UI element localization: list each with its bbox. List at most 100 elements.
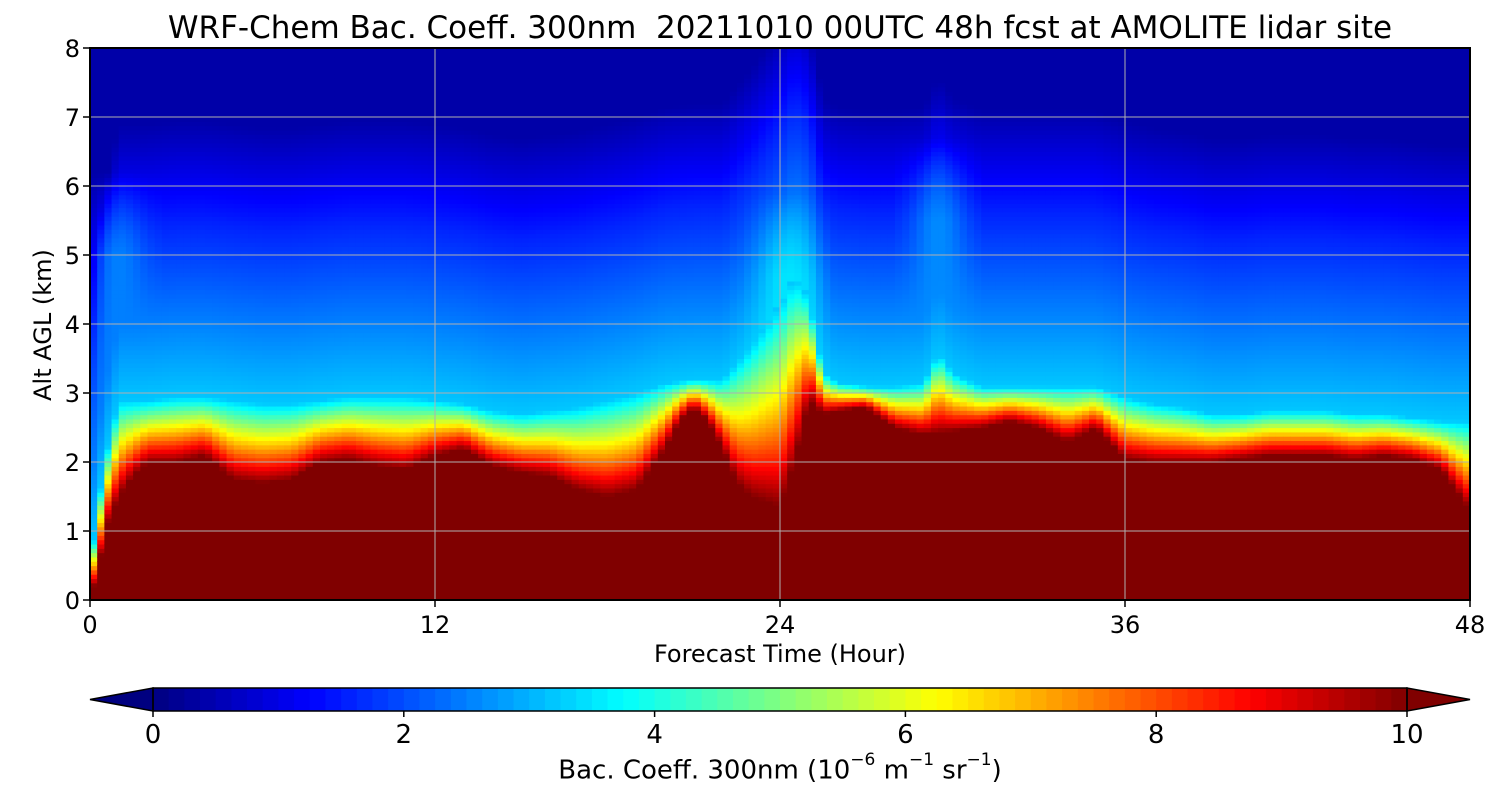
heatmap-cell <box>226 561 235 567</box>
heatmap-cell <box>197 173 206 178</box>
heatmap-cell <box>190 436 199 442</box>
heatmap-cell <box>276 168 285 174</box>
heatmap-cell <box>320 224 328 230</box>
heatmap-cell <box>363 186 371 191</box>
heatmap-cell <box>233 556 242 562</box>
heatmap-cell <box>240 224 249 230</box>
heatmap-cell <box>212 418 220 424</box>
heatmap-cell <box>161 285 170 291</box>
heatmap-cell <box>269 513 278 519</box>
heatmap-cell <box>341 99 350 105</box>
heatmap-cell <box>348 229 357 235</box>
heatmap-cell <box>312 496 321 502</box>
heatmap-cell <box>125 418 134 424</box>
heatmap-cell <box>291 474 300 480</box>
heatmap-cell <box>363 324 371 329</box>
heatmap-cell <box>341 543 350 549</box>
heatmap-cell <box>90 69 98 75</box>
heatmap-cell <box>233 298 242 304</box>
heatmap-cell <box>269 492 278 498</box>
heatmap-cell <box>226 539 235 545</box>
heatmap-cell <box>161 255 170 260</box>
heatmap-cell <box>305 375 314 381</box>
heatmap-cell <box>240 591 249 597</box>
heatmap-cell <box>140 595 149 600</box>
heatmap-cell <box>212 203 220 209</box>
heatmap-cell <box>226 578 235 584</box>
heatmap-cell <box>305 483 314 489</box>
heatmap-cell <box>219 289 228 295</box>
heatmap-cell <box>298 250 307 256</box>
heatmap-cell <box>169 220 177 226</box>
heatmap-cell <box>226 242 235 247</box>
heatmap-cell <box>140 397 149 403</box>
heatmap-cell <box>205 431 213 437</box>
heatmap-cell <box>176 565 185 571</box>
heatmap-cell <box>348 513 357 519</box>
heatmap-cell <box>312 354 321 360</box>
heatmap-cell <box>104 289 113 295</box>
heatmap-cell <box>197 186 206 191</box>
heatmap-cell <box>363 142 371 148</box>
heatmap-cell <box>219 86 228 92</box>
heatmap-cell <box>312 65 321 71</box>
heatmap-cell <box>197 492 206 498</box>
heatmap-cell <box>341 444 350 450</box>
heatmap-cell <box>269 155 278 161</box>
heatmap-cell <box>341 328 350 334</box>
heatmap-cell <box>262 423 271 429</box>
heatmap-cell <box>111 332 120 338</box>
heatmap-cell <box>355 306 364 312</box>
heatmap-cell <box>111 487 120 493</box>
heatmap-cell <box>248 147 256 153</box>
heatmap-cell <box>363 552 371 558</box>
heatmap-cell <box>140 380 149 385</box>
heatmap-cell <box>291 578 300 584</box>
heatmap-cell <box>276 548 285 554</box>
heatmap-cell <box>161 509 170 515</box>
heatmap-cell <box>355 556 364 562</box>
heatmap-cell <box>104 129 113 135</box>
heatmap-cell <box>104 470 113 476</box>
heatmap-cell <box>212 345 220 351</box>
heatmap-cell <box>104 160 113 166</box>
heatmap-cell <box>176 539 185 545</box>
heatmap-cell <box>363 535 371 541</box>
heatmap-cell <box>183 367 192 373</box>
heatmap-cell <box>133 578 141 584</box>
heatmap-cell <box>169 173 177 178</box>
heatmap-cell <box>111 302 120 308</box>
heatmap-cell <box>334 186 343 191</box>
heatmap-cell <box>320 69 328 75</box>
heatmap-cell <box>212 99 220 105</box>
heatmap-cell <box>197 556 206 562</box>
heatmap-cell <box>320 466 328 472</box>
heatmap-cell <box>147 233 156 239</box>
heatmap-cell <box>276 73 285 79</box>
heatmap-cell <box>161 302 170 308</box>
heatmap-cell <box>305 216 314 222</box>
heatmap-cell <box>226 263 235 269</box>
heatmap-cell <box>233 595 242 600</box>
heatmap-cell <box>320 345 328 351</box>
heatmap-cell <box>190 332 199 338</box>
heatmap-cell <box>248 82 256 88</box>
heatmap-cell <box>90 151 98 157</box>
heatmap-cell <box>355 267 364 273</box>
heatmap-cell <box>90 108 98 114</box>
heatmap-cell <box>133 73 141 79</box>
heatmap-cell <box>205 73 213 79</box>
heatmap-cell <box>291 52 300 58</box>
heatmap-cell <box>118 263 127 269</box>
heatmap-cell <box>147 65 156 71</box>
heatmap-cell <box>305 431 314 437</box>
heatmap-cell <box>183 388 192 394</box>
heatmap-cell <box>140 453 149 459</box>
heatmap-cell <box>97 272 105 278</box>
heatmap-cell <box>327 574 335 580</box>
heatmap-cell <box>111 220 120 226</box>
heatmap-cell <box>205 354 213 360</box>
heatmap-cell <box>248 99 256 105</box>
heatmap-cell <box>183 293 192 299</box>
heatmap-cell <box>284 384 292 390</box>
